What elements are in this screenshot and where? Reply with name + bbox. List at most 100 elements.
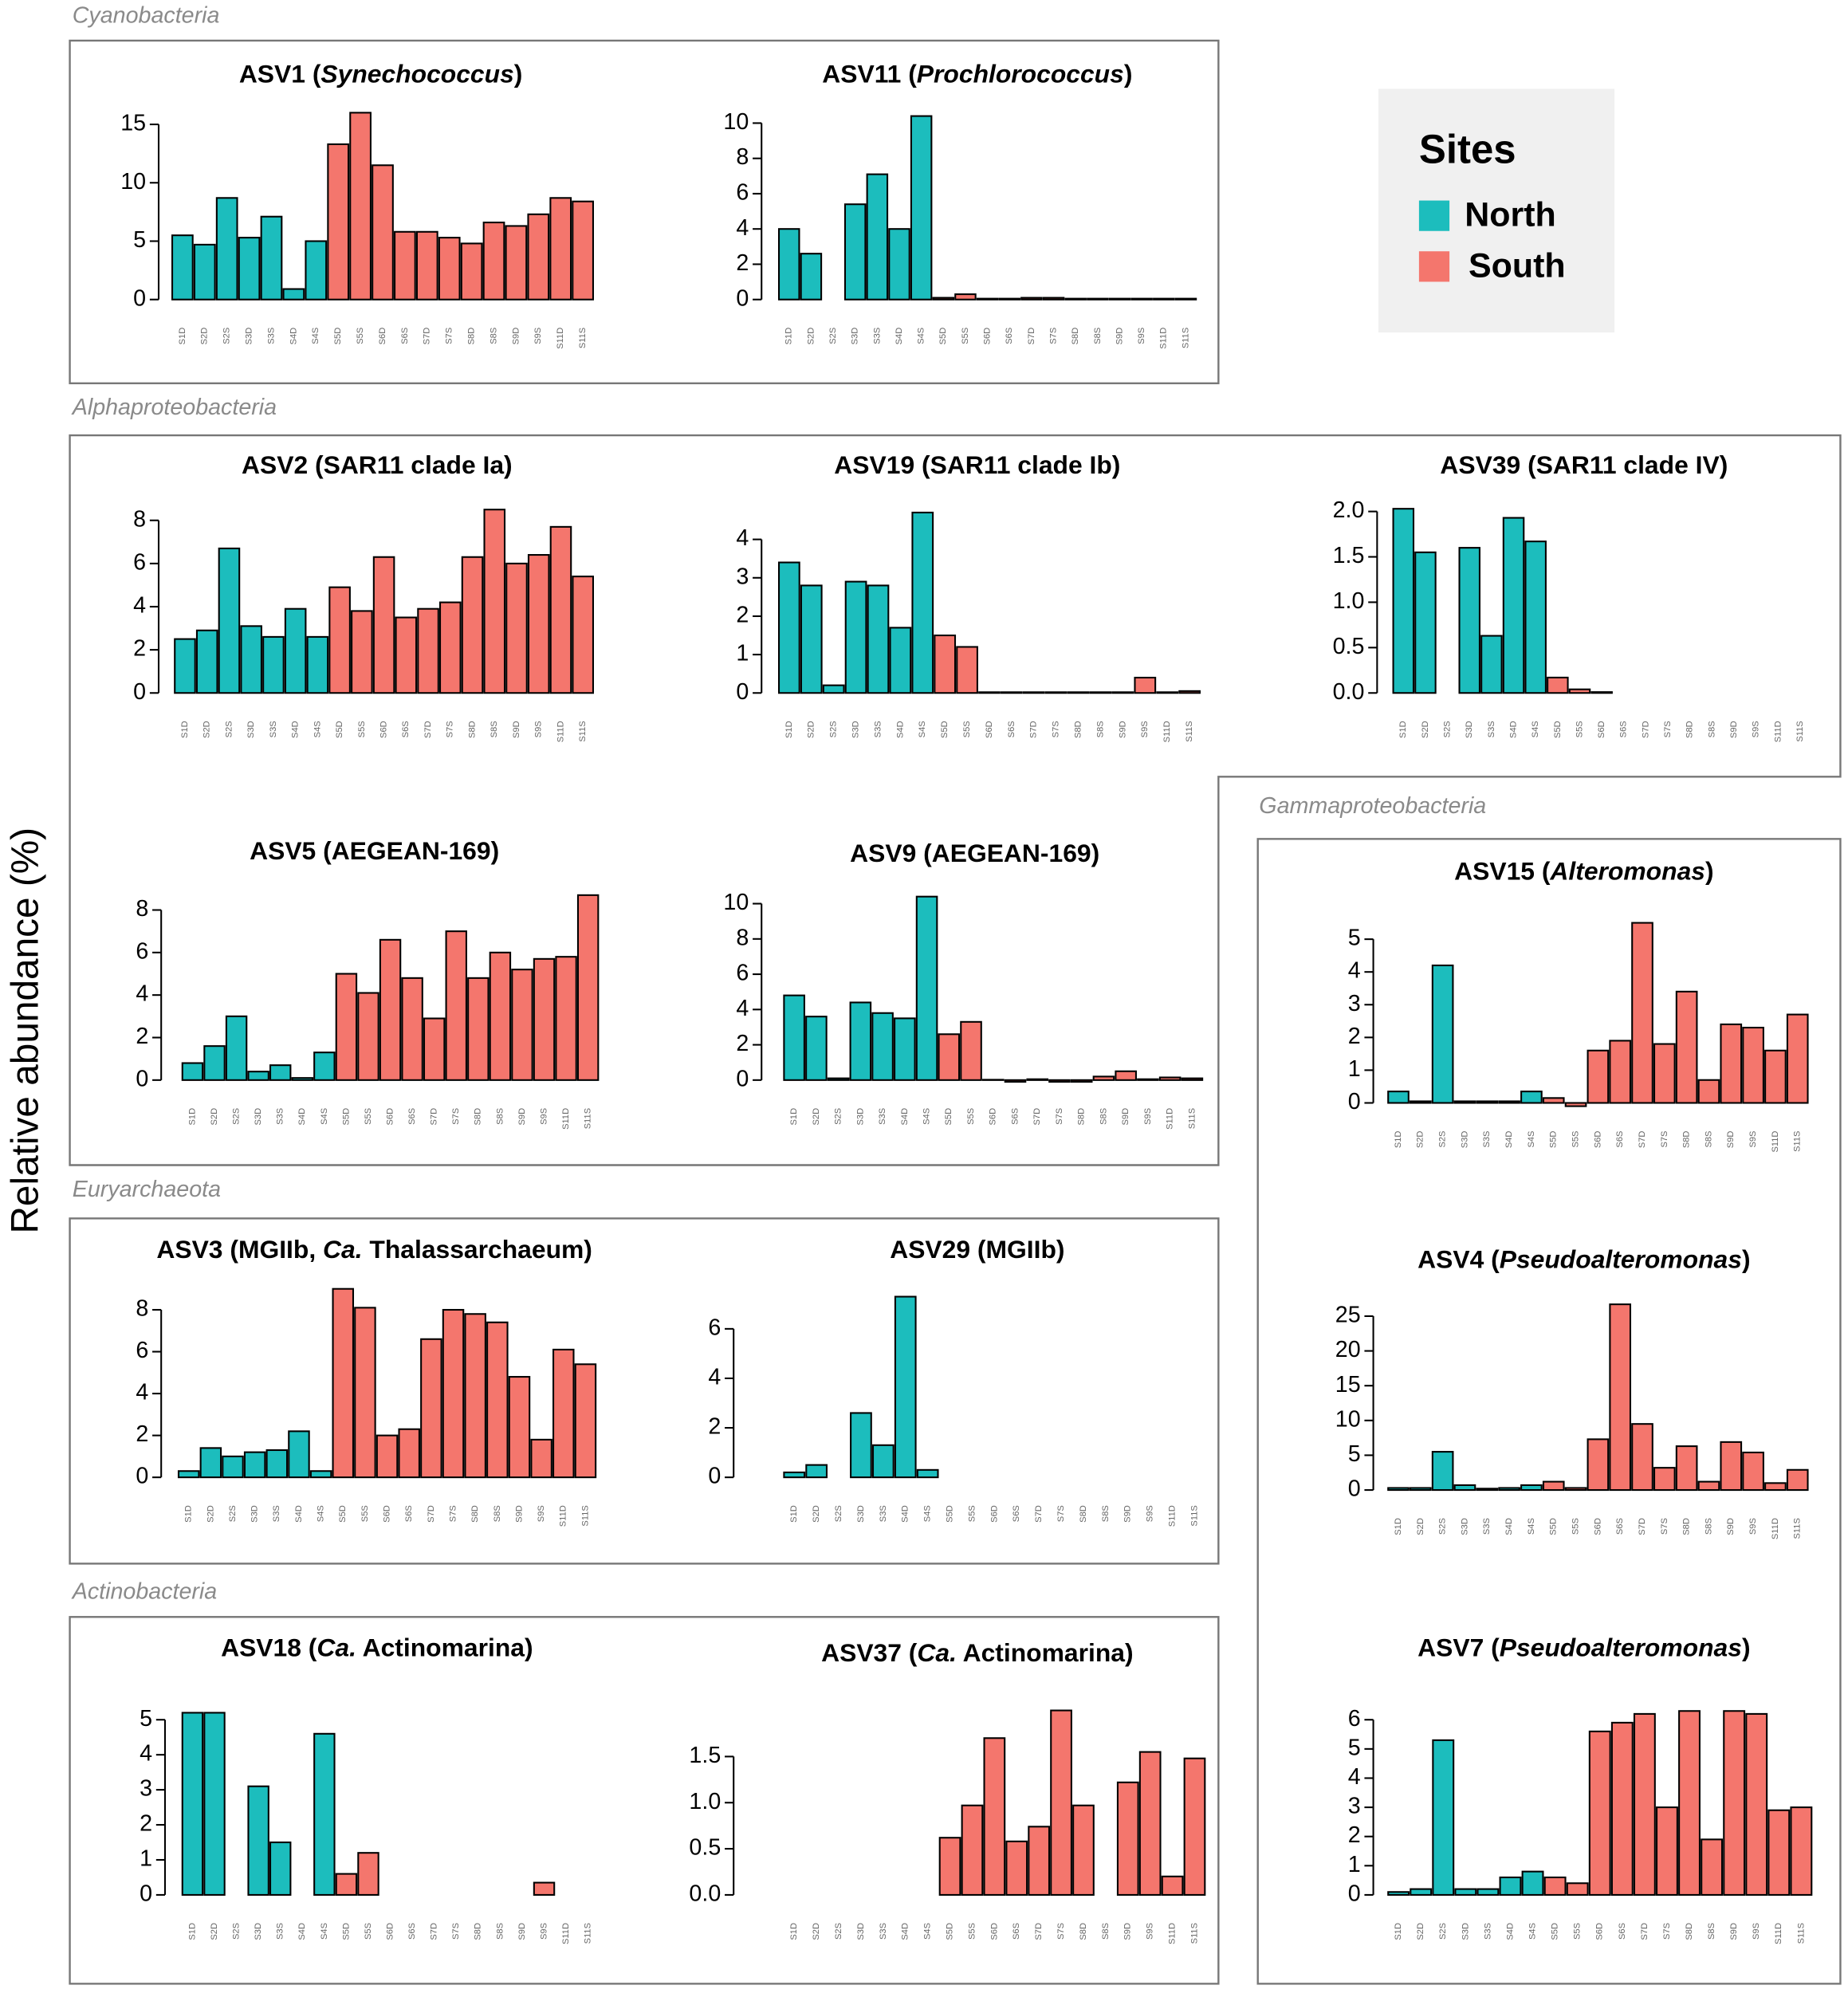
bar — [354, 1307, 376, 1479]
x-tick-label: S9S — [1140, 721, 1150, 737]
bar — [415, 230, 438, 301]
x-tick-label: S11S — [584, 1923, 593, 1944]
bar — [489, 951, 512, 1081]
x-tick-label: S2D — [807, 721, 816, 738]
x-tick-label: S6D — [983, 328, 993, 345]
bar — [1387, 1091, 1410, 1104]
x-tick-label: S3D — [246, 721, 256, 738]
y-tick-label: 15 — [1335, 1372, 1361, 1397]
x-tick-label: S6D — [379, 721, 389, 738]
y-tick-label: 4 — [136, 981, 148, 1007]
bar — [867, 584, 890, 694]
x-tick-label: S11S — [1185, 721, 1194, 741]
bar — [911, 511, 934, 694]
bar — [1542, 1097, 1565, 1104]
bar — [1431, 964, 1454, 1104]
x-tick-label: S3D — [1460, 1131, 1469, 1149]
bar — [938, 1837, 961, 1896]
y-tick-label: 2 — [1348, 1822, 1361, 1848]
x-tick-label: S4D — [895, 328, 904, 345]
x-tick-label: S6D — [989, 1505, 999, 1523]
bar — [1158, 1076, 1182, 1081]
x-tick-label: S7D — [1029, 721, 1039, 738]
x-tick-label: S8S — [1707, 1923, 1716, 1940]
x-tick-label: S8D — [1077, 1108, 1087, 1126]
bar — [284, 607, 307, 694]
x-tick-label: S9D — [517, 1108, 527, 1126]
x-tick-label: S3D — [245, 328, 254, 345]
x-tick-label: S2D — [812, 1108, 821, 1126]
x-tick-label: S11S — [1187, 1108, 1197, 1129]
y-tick-label: 8 — [136, 896, 148, 922]
x-tick-label: S11S — [1793, 1131, 1803, 1152]
bar — [844, 580, 867, 694]
x-tick-label: S9S — [534, 721, 544, 737]
x-tick-label: S9S — [539, 1923, 549, 1940]
chart-title: ASV39 (SAR11 clade IV) — [1440, 450, 1728, 479]
bar — [998, 297, 1021, 301]
x-tick-label: S6S — [1005, 328, 1014, 344]
legend-label: South — [1469, 246, 1566, 285]
y-tick-label: 0 — [1348, 1476, 1361, 1502]
title-part: ASV2 (SAR11 clade Ia) — [242, 450, 513, 479]
title-part: ASV19 (SAR11 clade Ib) — [834, 450, 1120, 479]
bar — [1115, 1070, 1137, 1081]
chart-title: ASV37 (Ca. Actinomarina) — [821, 1638, 1133, 1667]
x-tick-label: S5D — [945, 1505, 954, 1523]
x-tick-label: S8D — [1685, 1923, 1694, 1940]
bar — [438, 237, 461, 301]
x-tick-label: S3D — [856, 1923, 866, 1940]
x-tick-label: S4S — [317, 1505, 326, 1522]
x-tick-label: S5D — [338, 1505, 348, 1523]
y-tick-label: 8 — [133, 506, 146, 532]
group-box — [1256, 838, 1842, 1985]
x-tick-label: S2D — [1416, 1518, 1425, 1535]
bar — [423, 1017, 446, 1081]
x-tick-label: S2S — [1438, 1518, 1448, 1535]
x-tick-label: S1D — [789, 1923, 799, 1940]
x-tick-label: S6S — [400, 328, 410, 344]
bar — [871, 1012, 894, 1081]
x-tick-label: S8S — [1095, 721, 1105, 737]
bar — [483, 509, 506, 694]
x-tick-label: S4D — [1505, 1923, 1515, 1940]
bar — [351, 610, 373, 694]
bar — [357, 1852, 379, 1896]
x-tick-label: S6D — [1597, 721, 1606, 738]
bar — [1156, 691, 1179, 694]
x-tick-label: S5S — [1573, 1923, 1583, 1940]
x-tick-label: S11D — [556, 721, 565, 742]
bar — [1409, 1100, 1432, 1104]
x-tick-label: S5D — [940, 721, 950, 738]
x-tick-label: S6D — [383, 1505, 392, 1523]
chart-title: ASV1 (Synechococcus) — [239, 60, 523, 88]
bar — [1026, 1078, 1049, 1081]
bar — [822, 684, 845, 694]
x-tick-label: S2D — [1416, 1131, 1425, 1149]
x-tick-label: S6S — [407, 1108, 417, 1125]
bar — [1498, 1100, 1520, 1104]
chart-title: ASV4 (Pseudoalteromonas) — [1417, 1245, 1750, 1274]
x-tick-label: S6S — [1012, 1923, 1021, 1940]
x-tick-label: S3S — [873, 721, 883, 737]
x-tick-label: S9S — [1137, 328, 1146, 344]
bar — [1174, 297, 1197, 301]
y-tick-label: 2 — [1348, 1024, 1361, 1049]
x-tick-label: S3D — [851, 328, 860, 345]
bar — [225, 1015, 248, 1081]
title-part: Synechococcus — [320, 60, 513, 88]
x-tick-label: S4S — [320, 1923, 329, 1940]
y-tick-label: 6 — [736, 961, 749, 986]
bar — [1130, 297, 1153, 301]
chart-title: ASV7 (Pseudoalteromonas) — [1417, 1633, 1750, 1662]
x-tick-label: S7S — [1056, 1923, 1066, 1940]
chart-title: ASV15 (Alteromonas) — [1454, 857, 1713, 886]
x-tick-label: S7D — [1027, 328, 1036, 345]
x-tick-label: S8D — [470, 1505, 480, 1523]
bar — [417, 607, 439, 694]
chart-title: ASV5 (AEGEAN-169) — [250, 836, 499, 865]
x-tick-label: S8S — [1707, 721, 1716, 737]
bar — [247, 1071, 269, 1081]
y-tick-label: 10 — [723, 890, 749, 915]
chart-title: ASV19 (SAR11 clade Ib) — [834, 450, 1120, 479]
